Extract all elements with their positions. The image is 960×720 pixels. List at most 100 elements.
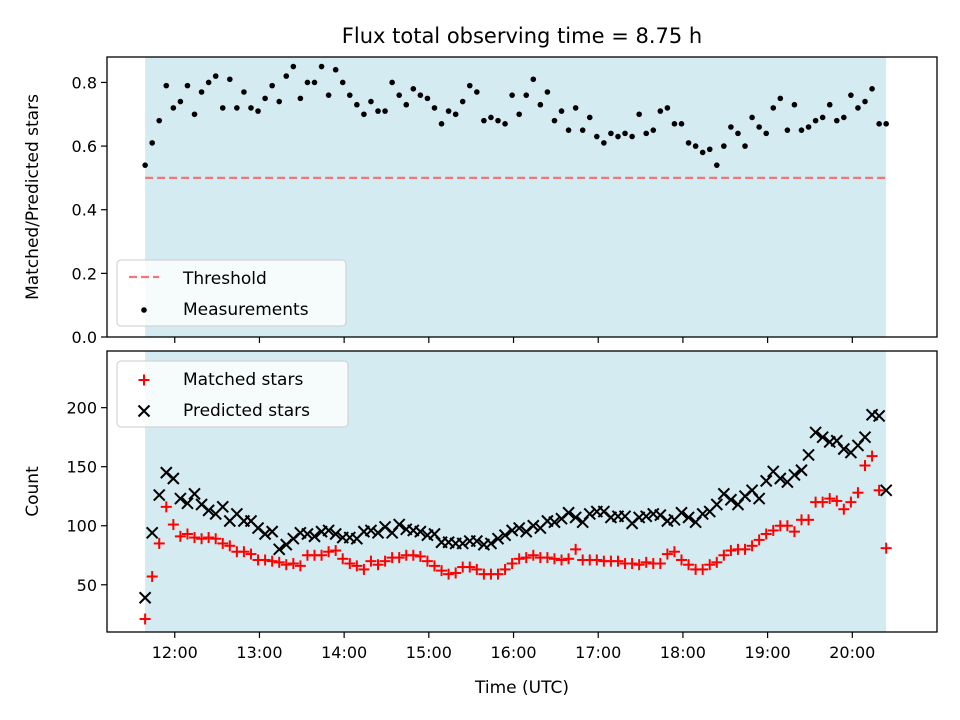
measurement-point [474, 89, 480, 95]
matched-point [506, 558, 518, 570]
measurement-point [678, 121, 685, 127]
measurement-point [227, 76, 233, 83]
measurement-point [841, 114, 847, 121]
measurement-point [869, 86, 875, 92]
predicted-point [265, 525, 279, 538]
matched-point [316, 549, 328, 561]
measurement-point [608, 130, 614, 137]
predicted-point [364, 524, 378, 537]
predicted-point [724, 493, 738, 506]
matched-point [499, 563, 511, 575]
predicted-point [188, 487, 201, 501]
measurement-point [735, 130, 741, 137]
matched-point [287, 558, 299, 570]
measurement-point [177, 98, 184, 105]
predicted-point [456, 537, 469, 550]
measurement-point [488, 114, 494, 121]
measurement-point [643, 130, 650, 137]
measurement-point [615, 133, 621, 140]
predicted-point [872, 409, 886, 423]
matched-point [612, 555, 624, 567]
matched-point [852, 487, 864, 499]
matched-point [443, 568, 455, 580]
matched-point [174, 530, 186, 542]
measurement-point [509, 92, 515, 98]
y-tick-label: 0.4 [72, 201, 97, 220]
matched-point [654, 558, 666, 570]
matched-point [541, 552, 553, 564]
matched-point [428, 560, 440, 572]
predicted-point [802, 448, 815, 462]
measurement-point [770, 105, 777, 111]
legend-box [116, 259, 347, 327]
series-plus [139, 450, 892, 625]
matched-point [160, 501, 172, 513]
measurement-point [819, 114, 826, 121]
predicted-point [682, 511, 695, 524]
measurement-point [255, 108, 261, 114]
top-panel: 0.0 0.2 0.4 0.6 0.8 Matched/Predicted stars Th… [23, 56, 938, 347]
matched-point [146, 571, 158, 583]
y-tick-label: 0.2 [72, 264, 97, 283]
predicted-point [879, 484, 893, 497]
measurement-point [544, 89, 551, 95]
y-tick-label: 0.0 [72, 328, 97, 347]
matched-point [414, 550, 426, 562]
matched-point [640, 556, 652, 568]
matched-point [344, 558, 356, 570]
legend-box [116, 360, 349, 428]
measurement-point [699, 149, 706, 156]
axes-frame [106, 56, 938, 338]
matched-point [210, 533, 222, 545]
measurement-point [325, 92, 332, 98]
matched-point [358, 563, 370, 575]
matched-point [217, 537, 229, 549]
bottom-panel: 50 100 150 200 12:00 13:00 14:00 15:00 16:00 17:0… [23, 350, 938, 698]
measurement-point [523, 92, 530, 98]
matched-point [683, 559, 695, 571]
predicted-point [329, 527, 342, 541]
predicted-point [216, 500, 229, 514]
measurement-point [290, 63, 297, 70]
matched-point [330, 545, 342, 557]
measurement-point [742, 143, 748, 149]
matched-point [767, 524, 779, 536]
matched-point [563, 553, 575, 565]
y-tick-label: 0.8 [72, 73, 97, 92]
measurement-point [184, 82, 191, 89]
predicted-point [548, 515, 561, 529]
measurement-point [728, 124, 734, 130]
measurement-point [622, 130, 628, 137]
matched-point [337, 553, 349, 565]
predicted-point [759, 474, 773, 488]
predicted-point [470, 534, 484, 548]
matched-point [626, 558, 638, 570]
matched-point [139, 613, 151, 625]
measurement-point [805, 124, 812, 130]
measurement-point [452, 111, 459, 118]
series-cross [138, 408, 893, 604]
measurement-point [791, 101, 798, 108]
matched-point [760, 528, 772, 540]
matched-point [259, 554, 271, 566]
measurement-point [763, 130, 770, 137]
matched-point [464, 561, 476, 573]
measurement-point [671, 121, 678, 127]
predicted-point [774, 472, 787, 485]
measurement-point [481, 117, 487, 124]
matched-point [224, 540, 236, 552]
matched-point [365, 555, 377, 567]
measurement-point [657, 108, 664, 114]
measurement-point [198, 89, 205, 95]
matched-point [280, 559, 292, 571]
chart-title: Flux total observing time = 8.75 h [342, 24, 702, 48]
measurement-point [798, 127, 805, 133]
measurement-point [205, 79, 212, 86]
predicted-point [788, 468, 801, 482]
measurement-point [876, 121, 882, 127]
legend-measurement-swatch [141, 307, 147, 313]
measurement-point [530, 76, 537, 83]
legend-predicted-swatch [137, 404, 151, 418]
matched-point [421, 555, 433, 567]
